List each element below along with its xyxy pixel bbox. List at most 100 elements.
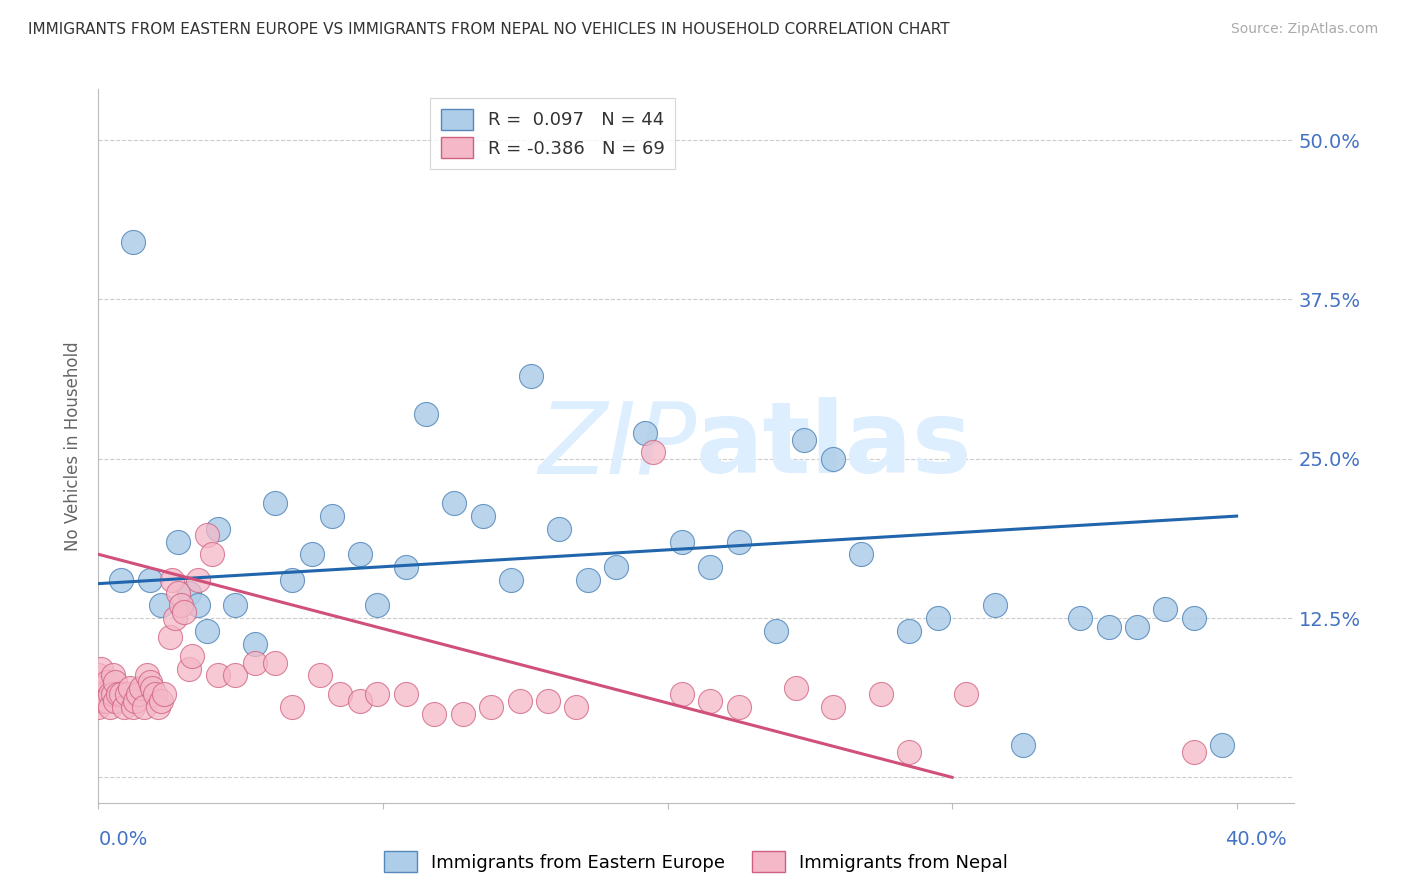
Point — [785, 681, 807, 695]
Point — [96, 674, 118, 689]
Point — [101, 668, 124, 682]
Point — [90, 662, 112, 676]
Point — [1012, 739, 1035, 753]
Point — [167, 534, 190, 549]
Point — [167, 585, 190, 599]
Point — [179, 662, 201, 676]
Point — [150, 599, 173, 613]
Point — [104, 674, 127, 689]
Point — [281, 573, 304, 587]
Point — [471, 509, 494, 524]
Point — [179, 585, 201, 599]
Point — [793, 433, 815, 447]
Point — [98, 700, 121, 714]
Point — [1154, 602, 1177, 616]
Point — [671, 534, 693, 549]
Y-axis label: No Vehicles in Household: No Vehicles in Household — [65, 341, 83, 551]
Point — [115, 688, 138, 702]
Point — [135, 668, 157, 682]
Point — [127, 688, 149, 702]
Point — [395, 688, 418, 702]
Point — [121, 235, 143, 249]
Text: 0.0%: 0.0% — [98, 830, 148, 848]
Point — [87, 700, 110, 714]
Point — [671, 688, 693, 702]
Point — [87, 668, 110, 682]
Point — [138, 674, 160, 689]
Point — [263, 656, 285, 670]
Text: Source: ZipAtlas.com: Source: ZipAtlas.com — [1230, 22, 1378, 37]
Point — [415, 407, 437, 421]
Point — [90, 681, 112, 695]
Point — [93, 688, 115, 702]
Point — [243, 636, 266, 650]
Point — [112, 700, 135, 714]
Point — [927, 611, 949, 625]
Point — [898, 624, 921, 638]
Point — [301, 547, 323, 561]
Point — [162, 573, 184, 587]
Point — [699, 694, 721, 708]
Text: atlas: atlas — [696, 398, 973, 494]
Point — [548, 522, 571, 536]
Point — [727, 700, 749, 714]
Point — [537, 694, 560, 708]
Point — [643, 445, 665, 459]
Point — [141, 681, 163, 695]
Point — [1126, 620, 1149, 634]
Point — [443, 496, 465, 510]
Point — [849, 547, 872, 561]
Point — [87, 688, 110, 702]
Point — [309, 668, 332, 682]
Point — [366, 599, 388, 613]
Point — [281, 700, 304, 714]
Point — [366, 688, 388, 702]
Point — [1211, 739, 1233, 753]
Point — [124, 694, 146, 708]
Point — [96, 694, 118, 708]
Point — [187, 599, 209, 613]
Point — [605, 560, 627, 574]
Point — [138, 573, 160, 587]
Text: IMMIGRANTS FROM EASTERN EUROPE VS IMMIGRANTS FROM NEPAL NO VEHICLES IN HOUSEHOLD: IMMIGRANTS FROM EASTERN EUROPE VS IMMIGR… — [28, 22, 949, 37]
Point — [107, 688, 129, 702]
Point — [898, 745, 921, 759]
Point — [870, 688, 893, 702]
Point — [132, 700, 155, 714]
Point — [821, 451, 844, 466]
Point — [321, 509, 343, 524]
Point — [224, 599, 246, 613]
Point — [118, 681, 141, 695]
Point — [263, 496, 285, 510]
Text: ZIP: ZIP — [537, 398, 696, 494]
Point — [187, 573, 209, 587]
Point — [110, 688, 132, 702]
Point — [93, 694, 115, 708]
Point — [699, 560, 721, 574]
Point — [207, 522, 229, 536]
Point — [143, 688, 166, 702]
Point — [984, 599, 1007, 613]
Point — [181, 649, 204, 664]
Point — [349, 694, 371, 708]
Point — [153, 688, 176, 702]
Point — [150, 694, 173, 708]
Point — [1069, 611, 1091, 625]
Point — [395, 560, 418, 574]
Point — [173, 605, 195, 619]
Point — [955, 688, 977, 702]
Point — [104, 694, 127, 708]
Point — [479, 700, 502, 714]
Point — [499, 573, 522, 587]
Point — [634, 426, 657, 441]
Point — [349, 547, 371, 561]
Point — [129, 681, 152, 695]
Point — [148, 700, 170, 714]
Point — [509, 694, 531, 708]
Point — [1182, 611, 1205, 625]
Point — [207, 668, 229, 682]
Point — [170, 599, 193, 613]
Point — [576, 573, 599, 587]
Point — [201, 547, 224, 561]
Point — [821, 700, 844, 714]
